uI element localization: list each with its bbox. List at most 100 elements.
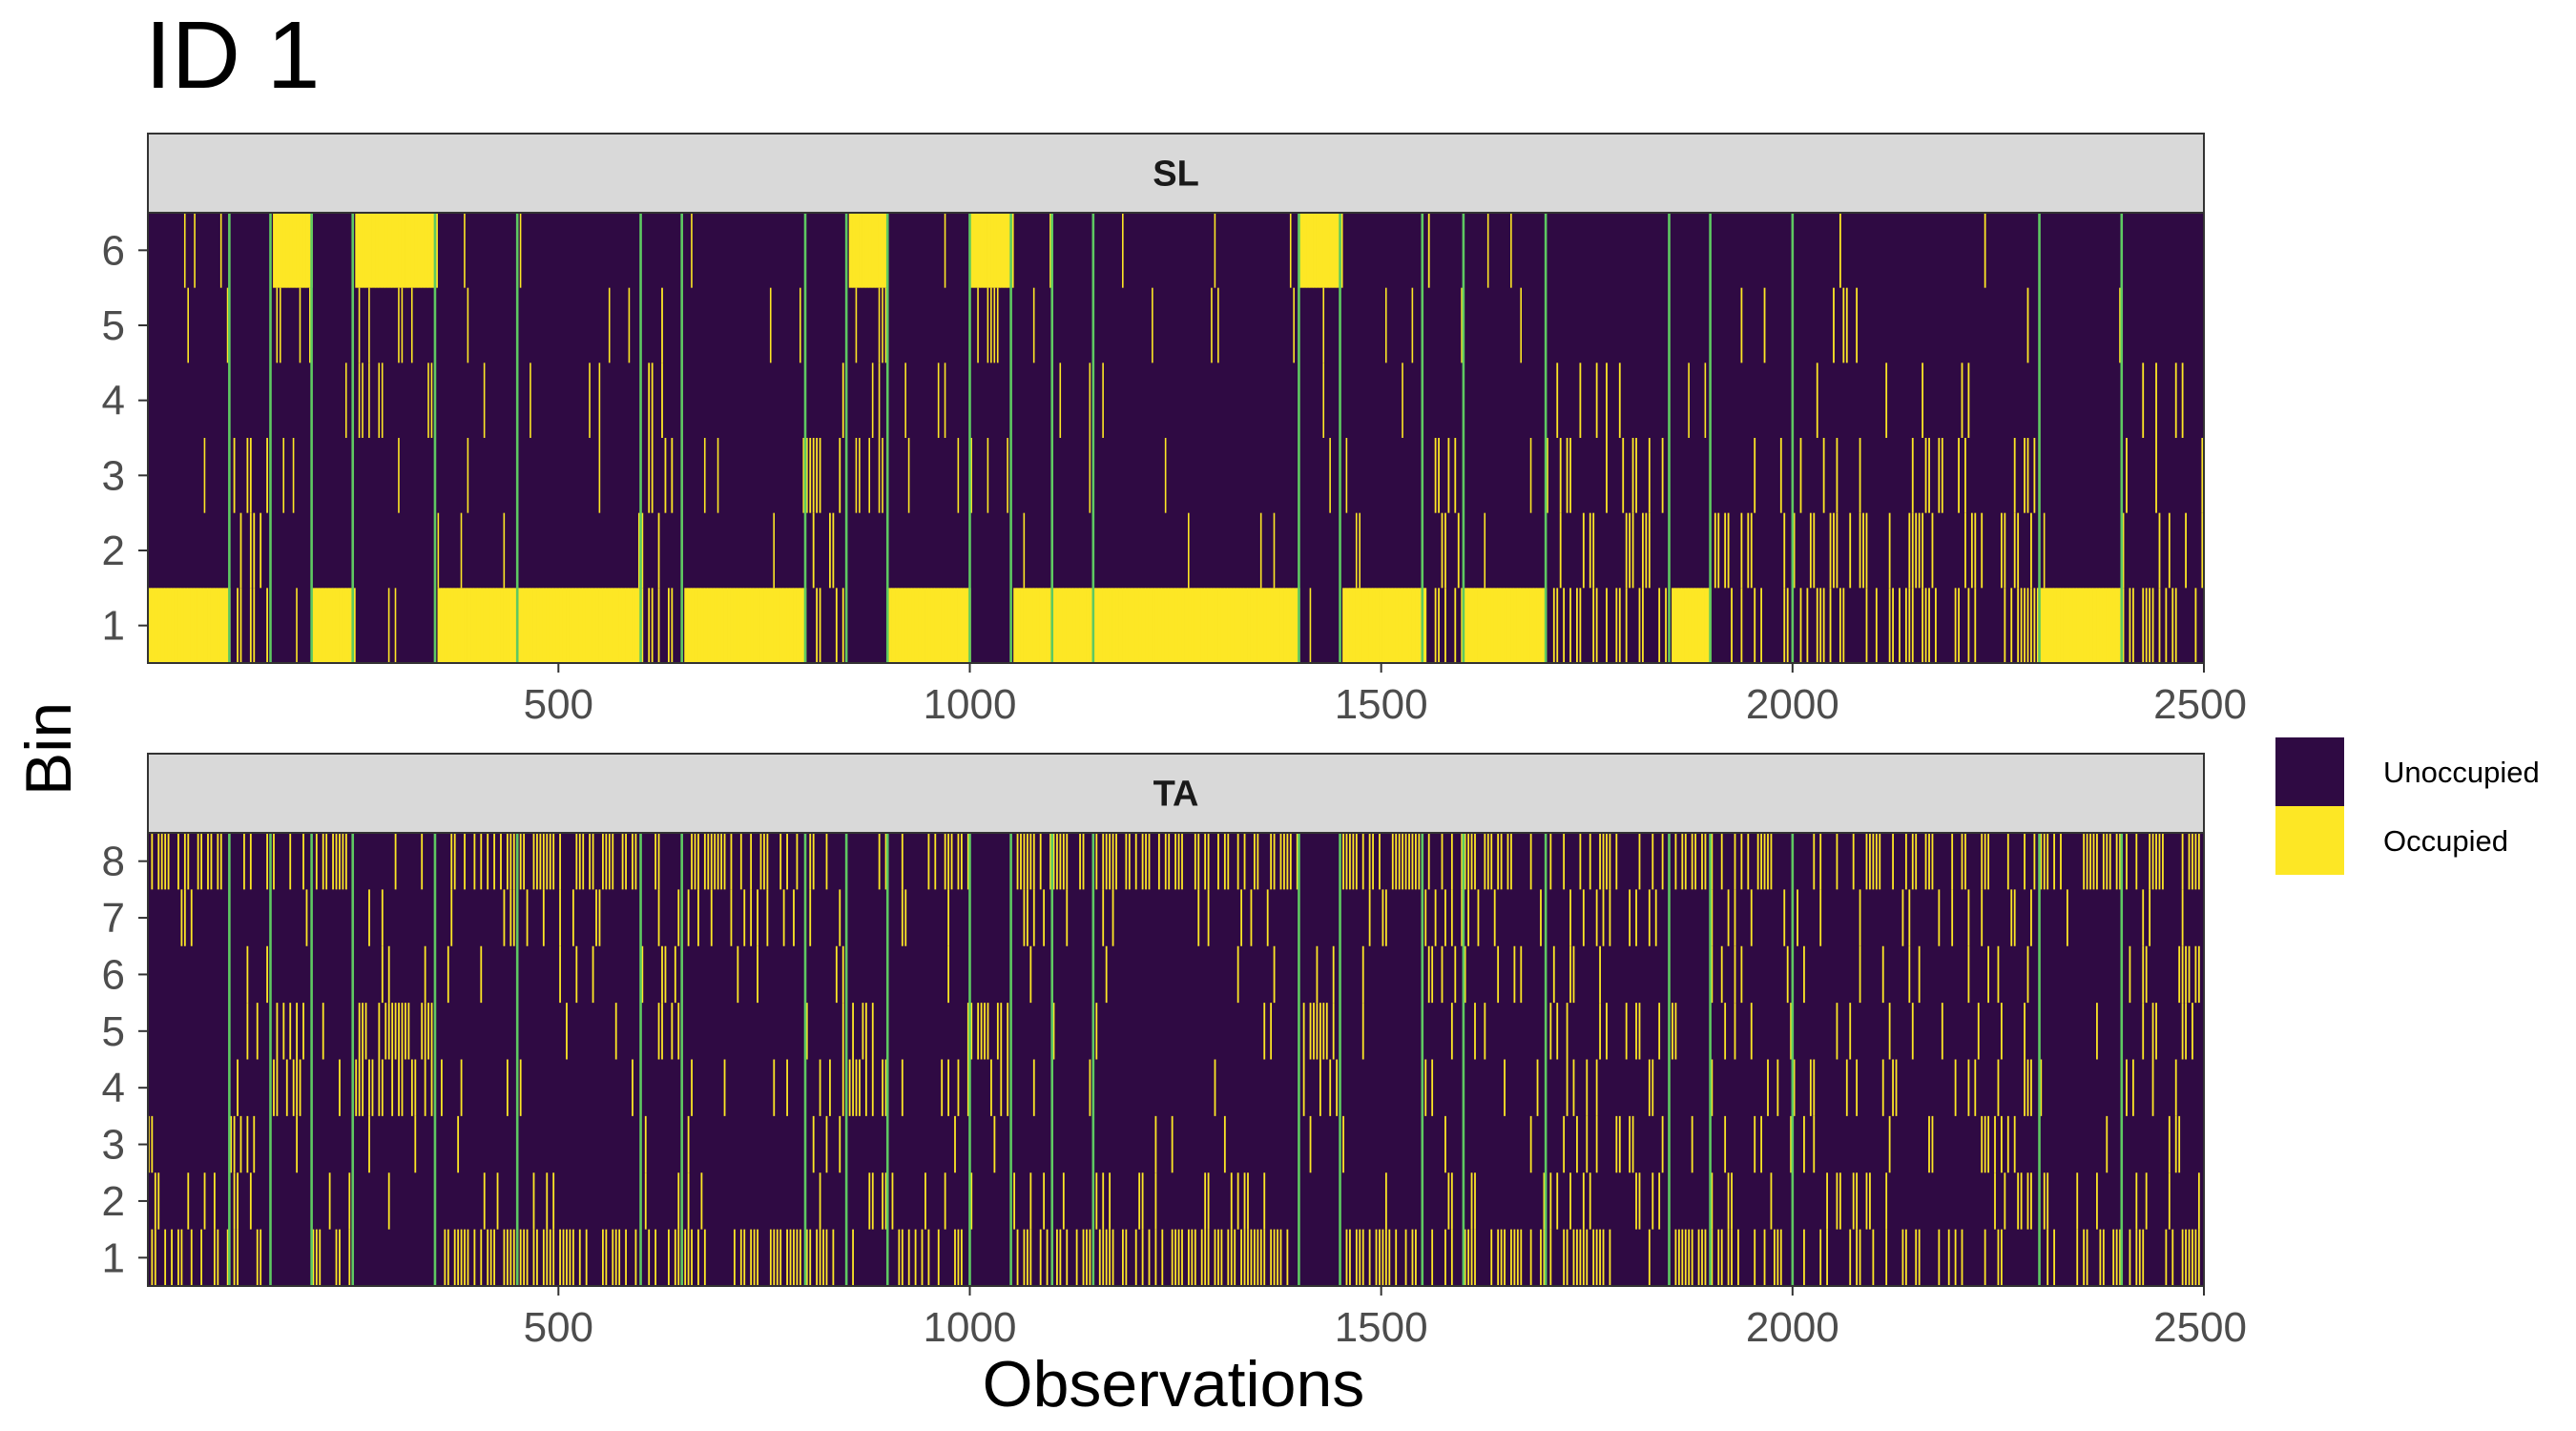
tile [246, 1003, 249, 1060]
tile [1701, 1229, 1703, 1286]
tile [973, 213, 978, 288]
tile [582, 833, 585, 890]
tile [944, 213, 946, 288]
tile [1461, 588, 1464, 663]
tile [467, 438, 469, 513]
tile [1987, 833, 1990, 890]
tile [368, 287, 370, 363]
tile [1329, 1059, 1332, 1116]
tile [1720, 1229, 1723, 1286]
tile [1177, 1229, 1180, 1286]
tile [1306, 213, 1311, 288]
legend-label: Unoccupied [2383, 756, 2540, 789]
tile [1171, 1115, 1174, 1173]
tile [1194, 1229, 1196, 1286]
tile [460, 1229, 463, 1286]
tile [256, 1003, 259, 1060]
tile [1592, 512, 1595, 589]
tile [585, 1229, 588, 1286]
tile [1767, 833, 1769, 890]
tile [1704, 1229, 1707, 1286]
tile [1922, 512, 1924, 589]
tile [947, 889, 949, 946]
tile [2149, 833, 2151, 890]
tile [1461, 889, 1464, 946]
tile [1688, 363, 1690, 438]
tile [523, 588, 528, 663]
tile [2076, 1172, 2079, 1230]
tile [595, 889, 597, 946]
tile [816, 588, 819, 663]
tile [1095, 1172, 1098, 1230]
tile [1865, 588, 1868, 663]
tile [1418, 588, 1423, 663]
tile [1500, 588, 1505, 663]
tile [1704, 363, 1707, 438]
tile [1257, 1229, 1259, 1286]
tile [2145, 588, 2148, 663]
tile [2135, 1172, 2138, 1230]
tile [2192, 1229, 2193, 1286]
tile [1438, 588, 1440, 663]
tile [375, 213, 379, 288]
tile [1191, 588, 1195, 663]
tile [1724, 1115, 1727, 1173]
tile [1122, 213, 1124, 288]
tile [637, 512, 640, 589]
tile [1029, 588, 1034, 663]
tile [387, 945, 390, 1004]
tile [578, 1229, 581, 1286]
tile [177, 588, 181, 663]
tile [1599, 945, 1601, 1004]
tile [1379, 1229, 1381, 1286]
tile [2017, 512, 2020, 589]
tile [2001, 1229, 2003, 1286]
tile [687, 1229, 690, 1286]
tile [348, 1229, 351, 1286]
tile [276, 287, 279, 363]
tile [315, 1229, 318, 1286]
tile [1958, 588, 1960, 663]
tile [1454, 588, 1457, 663]
tile [2181, 833, 2184, 890]
tile [750, 588, 755, 663]
tile [2194, 945, 2197, 1004]
tile [654, 1229, 657, 1286]
tile [793, 889, 795, 946]
tile [1207, 1229, 1210, 1286]
tile [151, 1229, 154, 1286]
tile [839, 889, 841, 946]
tile [1797, 889, 1798, 946]
tile [927, 833, 930, 890]
tile [1007, 438, 1008, 513]
tile [1279, 833, 1282, 890]
tile [1023, 833, 1026, 890]
tile [878, 833, 881, 890]
tile [266, 438, 268, 513]
tile [980, 213, 985, 288]
tile [750, 833, 753, 890]
tile [852, 213, 857, 288]
tile [648, 363, 651, 438]
tile [285, 213, 290, 288]
occupied-tiles [148, 213, 2204, 663]
tile [1273, 833, 1276, 890]
tile [782, 889, 785, 946]
tile [2013, 512, 2016, 589]
tile [1523, 588, 1527, 663]
tile [542, 588, 547, 663]
tile [1289, 213, 1292, 288]
tile [506, 588, 510, 663]
tile [1454, 945, 1457, 1004]
tile [1569, 438, 1571, 513]
tile [714, 588, 718, 663]
tile [2165, 588, 2168, 663]
y-tick-label: 6 [102, 951, 125, 998]
tile [868, 213, 873, 288]
tile [503, 512, 506, 589]
tile [1924, 588, 1927, 663]
tile [2112, 588, 2117, 663]
tile [444, 588, 448, 663]
tile [1381, 1229, 1384, 1286]
tile [805, 1003, 808, 1060]
